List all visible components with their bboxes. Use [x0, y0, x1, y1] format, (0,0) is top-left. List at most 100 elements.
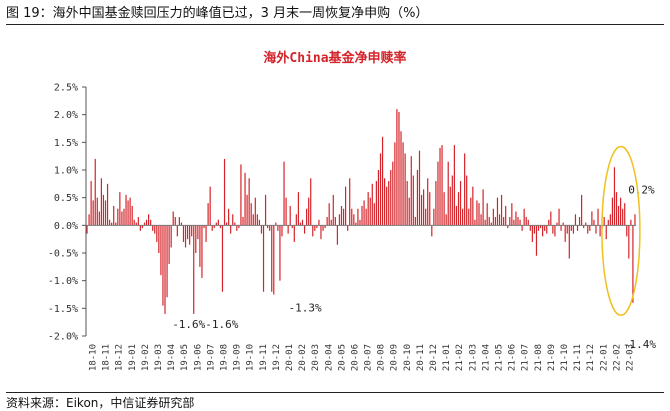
- bar: [482, 189, 484, 226]
- bar: [109, 219, 111, 226]
- bar: [199, 225, 201, 267]
- bar: [147, 214, 150, 226]
- bar: [523, 208, 525, 226]
- x-tick-label: 21-07: [521, 344, 531, 371]
- bar: [513, 219, 515, 226]
- x-tick-label: 21-06: [508, 344, 518, 371]
- bar: [535, 225, 538, 256]
- bar: [519, 219, 521, 226]
- bar: [461, 208, 464, 226]
- bar: [466, 175, 468, 226]
- bar: [111, 222, 113, 226]
- bar: [451, 175, 453, 226]
- bar: [603, 217, 605, 226]
- bar: [422, 189, 425, 226]
- bar: [271, 225, 273, 292]
- chart-title: 海外China基金净申赎率: [263, 50, 406, 66]
- x-tick-label: 22-01: [599, 344, 609, 371]
- bar: [262, 225, 265, 292]
- bar: [591, 211, 593, 226]
- bar: [507, 225, 509, 229]
- bar: [626, 225, 628, 237]
- x-tick-label: 20-09: [390, 344, 400, 371]
- bar: [223, 158, 226, 226]
- bar: [133, 219, 135, 226]
- bar: [574, 214, 577, 226]
- bar: [459, 181, 462, 226]
- bar: [234, 222, 236, 226]
- bar: [484, 219, 486, 226]
- bar: [470, 197, 472, 226]
- bar: [349, 178, 351, 226]
- x-tick-label: 19-12: [272, 344, 282, 371]
- bar: [312, 225, 314, 237]
- bar: [160, 225, 162, 276]
- bar: [219, 225, 222, 229]
- bar: [406, 181, 408, 226]
- bar: [381, 136, 384, 226]
- bar: [205, 225, 207, 242]
- x-tick-label: 18-11: [102, 344, 112, 371]
- bar: [431, 225, 433, 237]
- bar: [106, 183, 109, 226]
- x-tick-label: 21-12: [586, 344, 596, 371]
- bar: [141, 225, 144, 229]
- y-tick-label: 1.5%: [54, 138, 78, 149]
- bar: [184, 225, 187, 248]
- bar: [316, 225, 318, 229]
- bar: [480, 214, 482, 226]
- bar: [433, 208, 435, 226]
- bar: [170, 225, 172, 248]
- bar: [478, 203, 480, 226]
- bar: [92, 200, 94, 226]
- bar: [156, 225, 158, 242]
- bar: [182, 225, 185, 242]
- bar: [613, 167, 616, 226]
- bar: [330, 219, 332, 226]
- bar: [474, 219, 476, 226]
- bar: [178, 217, 180, 226]
- x-tick-label: 19-07: [206, 344, 216, 371]
- x-tick-label: 21-04: [481, 344, 491, 371]
- bar: [195, 225, 197, 253]
- x-tick-label: 20-11: [416, 344, 426, 371]
- bar: [297, 192, 300, 226]
- bar: [404, 153, 406, 226]
- bar: [578, 217, 581, 226]
- bar: [517, 217, 519, 226]
- bar: [468, 208, 470, 226]
- x-tick-label: 21-08: [534, 344, 544, 371]
- bar: [593, 219, 595, 226]
- bar: [264, 194, 267, 226]
- bar: [617, 205, 620, 226]
- y-tick-label: 0.5%: [54, 193, 78, 204]
- x-tick-label: 21-11: [573, 344, 583, 371]
- bar: [347, 225, 349, 231]
- bar: [269, 225, 271, 231]
- bar: [240, 164, 242, 226]
- bar: [605, 225, 607, 240]
- bar: [609, 214, 611, 226]
- bar: [336, 225, 338, 245]
- bar: [246, 194, 248, 226]
- bar: [252, 214, 254, 226]
- bar: [162, 225, 164, 306]
- bar: [242, 217, 244, 226]
- bar: [328, 203, 330, 226]
- x-tick-label: 21-02: [455, 344, 465, 371]
- bar: [488, 217, 490, 226]
- bar: [121, 211, 123, 226]
- bar: [414, 217, 416, 226]
- bar: [505, 205, 507, 226]
- x-tick-label: 20-04: [324, 344, 334, 371]
- bar: [94, 158, 96, 226]
- bar: [492, 208, 494, 226]
- bar: [443, 192, 445, 226]
- bar: [566, 225, 568, 234]
- bar: [533, 225, 536, 234]
- x-tick-label: 20-12: [429, 344, 439, 371]
- bar: [248, 178, 250, 226]
- bar: [490, 222, 492, 226]
- x-tick-label: 20-01: [285, 344, 295, 371]
